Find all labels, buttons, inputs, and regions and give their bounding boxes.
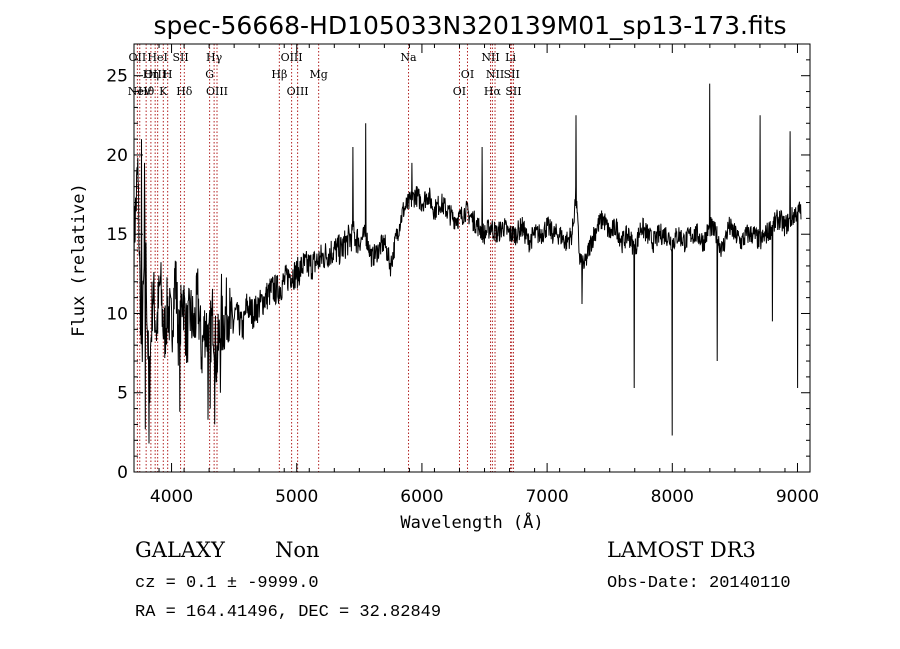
line-marker-label: Hθ xyxy=(138,85,155,98)
coordinates: RA = 164.41496, DEC = 32.82849 xyxy=(135,603,442,622)
line-marker-label: SII xyxy=(172,51,188,64)
line-marker-label: SII xyxy=(504,68,520,81)
line-marker-label: K xyxy=(159,85,168,98)
line-marker-label: Mg xyxy=(309,68,327,81)
line-marker-label: Hη xyxy=(143,68,159,81)
y-axis-label: Flux (relative) xyxy=(69,183,89,337)
y-tick-label: 5 xyxy=(117,384,128,404)
y-axis-ticks: 0 5 10 15 20 25 xyxy=(106,43,810,483)
line-marker-label: Hα xyxy=(484,85,502,98)
x-tick-label: 7000 xyxy=(525,487,568,507)
x-tick-label: 6000 xyxy=(400,487,443,507)
line-marker-label: Hγ xyxy=(206,51,223,64)
spectrum-line xyxy=(133,83,802,444)
line-marker-label: HeI xyxy=(147,51,167,64)
y-tick-label: 15 xyxy=(106,225,128,245)
y-tick-label: 20 xyxy=(106,146,128,166)
object-class: GALAXY xyxy=(135,538,225,562)
line-marker-label: Hβ xyxy=(271,68,287,81)
line-marker-label: OIII xyxy=(144,68,166,81)
redshift-value: cz = 0.1 ± -9999.0 xyxy=(135,574,319,593)
line-marker-label: G xyxy=(205,68,214,81)
y-tick-label: 0 xyxy=(117,463,128,483)
plot-frame xyxy=(133,43,811,473)
line-marker-label: OIII xyxy=(281,51,303,64)
line-marker-label: OIII xyxy=(287,85,309,98)
x-tick-label: 5000 xyxy=(275,487,318,507)
x-axis-ticks: 4000 5000 6000 7000 8000 9000 xyxy=(133,44,819,507)
line-marker-label: Li xyxy=(505,51,516,64)
x-axis-label: Wavelength (Å) xyxy=(400,511,543,533)
line-marker-label: OI xyxy=(461,68,474,81)
line-marker-label: OII xyxy=(129,51,147,64)
line-marker-label: OI xyxy=(453,85,466,98)
line-marker-label: Na xyxy=(400,51,417,64)
line-marker-label: NII xyxy=(486,68,504,81)
observation-date: Obs-Date: 20140110 xyxy=(607,574,791,593)
chart-title: spec-56668-HD105033N320139M01_sp13-173.f… xyxy=(153,11,786,40)
object-subclass: Non xyxy=(275,538,320,562)
line-marker-label: H xyxy=(163,68,173,81)
line-marker-label: SII xyxy=(505,85,521,98)
y-tick-label: 10 xyxy=(106,304,128,324)
y-tick-label: 25 xyxy=(106,67,128,87)
x-tick-label: 4000 xyxy=(150,487,193,507)
x-tick-label: 9000 xyxy=(776,487,819,507)
line-marker-label: NII xyxy=(481,51,499,64)
line-marker-label: Hδ xyxy=(176,85,193,98)
x-tick-label: 8000 xyxy=(651,487,694,507)
survey-label: LAMOST DR3 xyxy=(607,538,756,562)
line-marker-labels: OIINeVOIIIHeIKHSIIHδHηHθGHγOIIIHβOIIIOII… xyxy=(128,51,522,98)
line-marker-label: OIII xyxy=(206,85,228,98)
